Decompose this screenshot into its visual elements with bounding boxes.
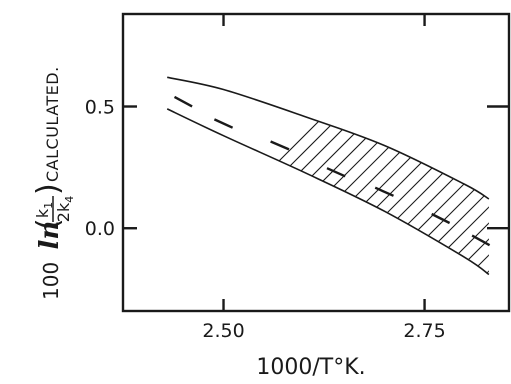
- centerline-dash: [270, 140, 290, 151]
- hatch-line: [167, 77, 461, 275]
- y-label-denominator: 2k4: [54, 196, 76, 222]
- hatch-line: [207, 77, 489, 275]
- y-axis-label: 100 ln ( k1 2k4 ) CALCULATED.: [31, 66, 76, 300]
- hatch-line: [415, 77, 489, 275]
- y-label-close-paren: ): [31, 183, 66, 195]
- hatch-line: [175, 77, 477, 275]
- x-tick-label: 2.75: [403, 320, 445, 342]
- hatch-line: [167, 77, 397, 275]
- hatch-line: [167, 77, 413, 275]
- hatch-line: [223, 77, 489, 275]
- y-tick-label: 0.0: [85, 218, 115, 240]
- y-tick-label: 0.5: [85, 97, 115, 119]
- hatch-line: [191, 77, 489, 275]
- x-tick-label: 2.50: [202, 320, 244, 342]
- centerline-dash: [173, 95, 193, 108]
- hatch-line: [335, 77, 489, 275]
- hatch-line: [479, 77, 489, 275]
- hatch-line: [271, 77, 489, 275]
- y-label-ln: ln: [35, 221, 65, 250]
- centerline-dash: [431, 212, 451, 225]
- hatch-line: [167, 77, 381, 275]
- hatch-line: [255, 77, 489, 275]
- y-label-suffix: CALCULATED.: [43, 66, 62, 182]
- x-axis-label: 1000/T°K.: [256, 355, 365, 380]
- band-hatching: [167, 77, 489, 275]
- band-lower-edge: [166, 108, 490, 276]
- y-label-prefix: 100: [39, 262, 63, 300]
- band-upper-edge: [167, 76, 490, 200]
- hatch-line: [239, 77, 489, 275]
- svg-text:100 ln: 100 ln: [35, 221, 65, 300]
- hatch-line: [463, 77, 489, 275]
- hatch-line: [303, 77, 489, 275]
- y-label-numerator: k1: [33, 202, 55, 218]
- hatch-line: [431, 77, 489, 275]
- plot-frame: [121, 12, 511, 313]
- axis-ticks: 2.50 2.75 0.5 0.0: [85, 14, 509, 342]
- centerline-dash: [374, 186, 394, 197]
- centerline-dashes: [173, 95, 491, 247]
- centerline-dash: [471, 234, 491, 247]
- hatch-line: [447, 77, 489, 275]
- centerline-dash: [213, 118, 234, 129]
- hatch-line: [383, 77, 489, 275]
- hatch-line: [287, 77, 489, 275]
- hatch-line: [351, 77, 489, 275]
- centerline-dash: [326, 167, 346, 178]
- y-label-open-paren: (: [31, 218, 66, 230]
- hatch-line: [399, 77, 489, 275]
- uncertainty-band: [166, 76, 490, 276]
- hatch-line: [319, 77, 489, 275]
